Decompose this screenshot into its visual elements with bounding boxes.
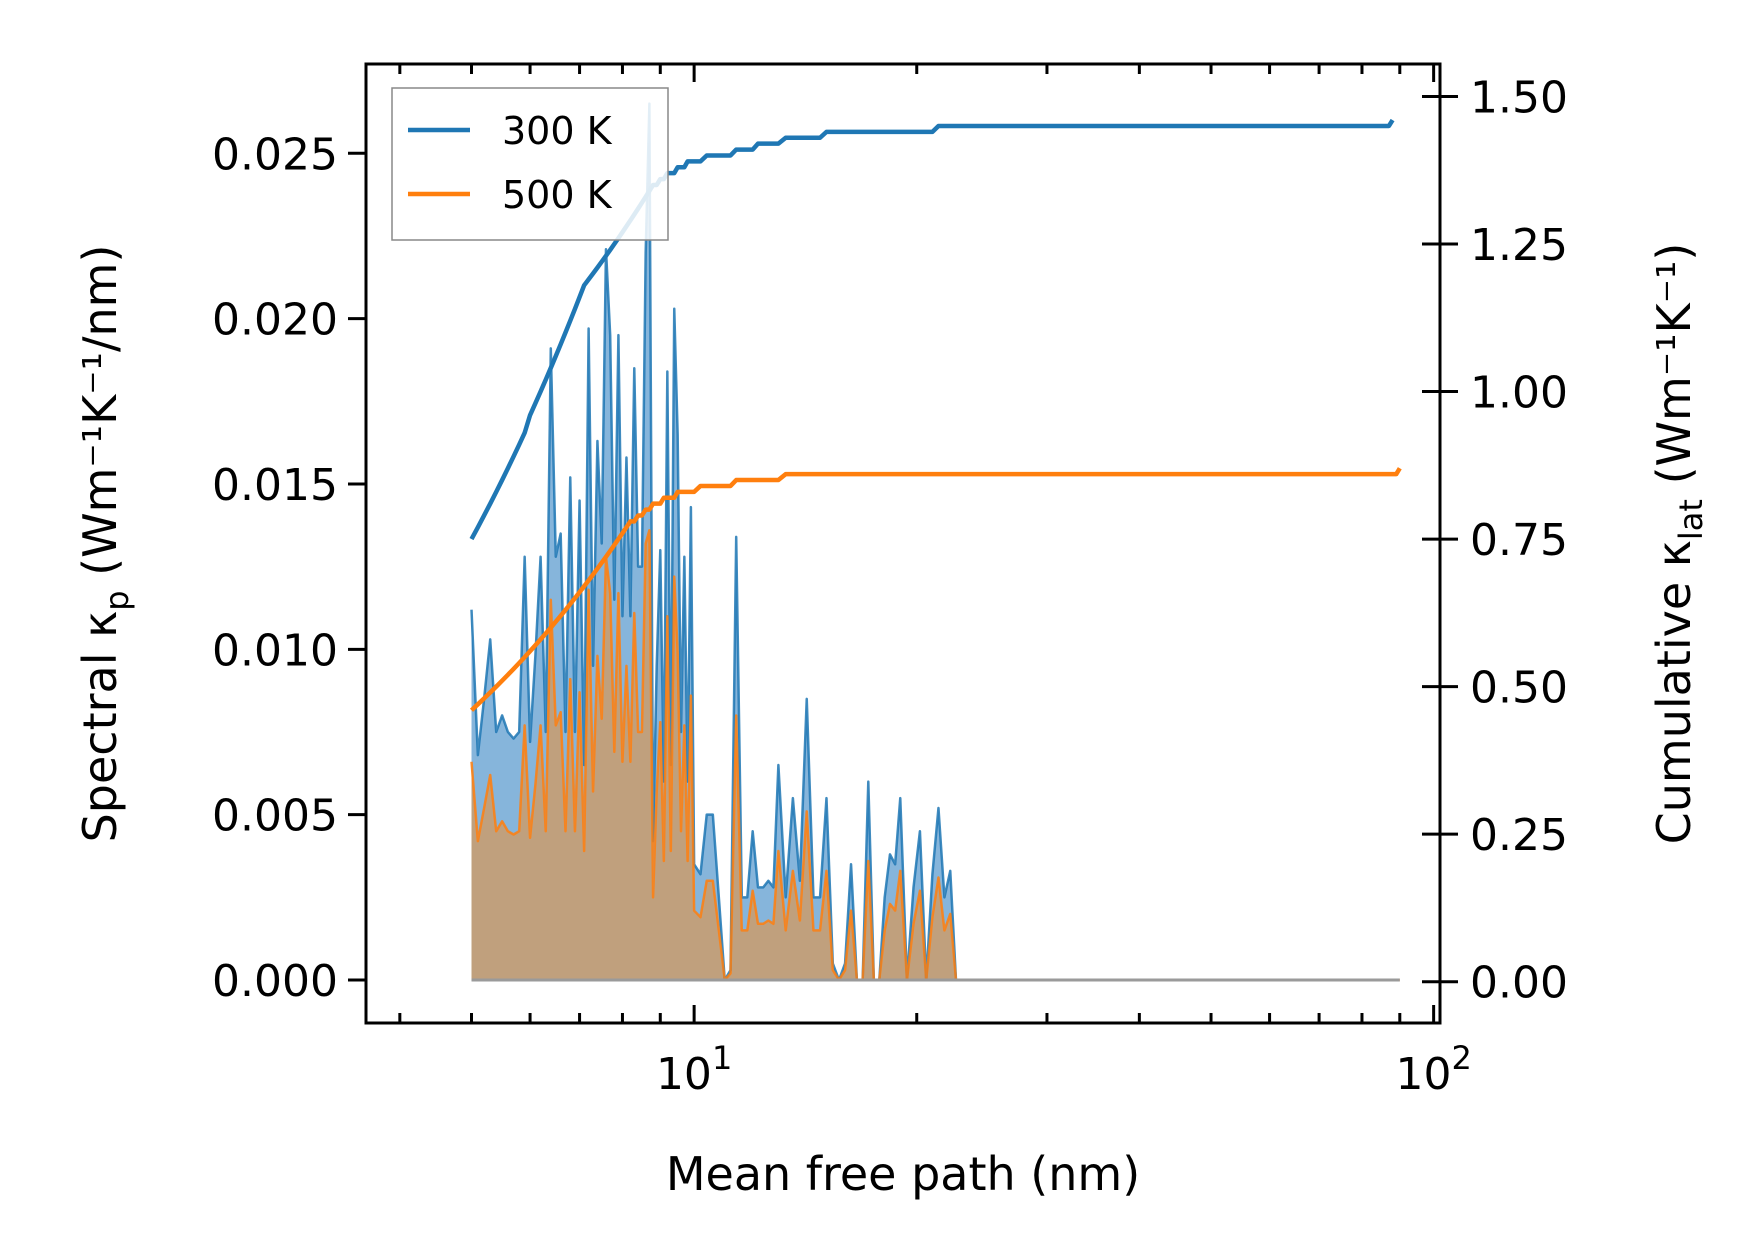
y-left-tick-label: 0.010 [212, 625, 338, 676]
axis-labels: Mean free path (nm) Spectral κp (Wm⁻¹K⁻¹… [73, 243, 1710, 1201]
spectral-area-500k [471, 530, 1400, 981]
y-right-tick-label: 1.00 [1470, 368, 1568, 419]
cumulative-line-300k [469, 118, 1395, 541]
x-axis-label: Mean free path (nm) [666, 1147, 1140, 1201]
y-left-tick-label: 0.000 [212, 956, 338, 1007]
legend: 300 K 500 K [391, 87, 669, 241]
y-left-tick-label: 0.025 [212, 129, 338, 180]
y-left-tick-label: 0.005 [212, 791, 338, 842]
axes: 101 1020.0000.0050.0100.0150.0200.0250.00… [212, 62, 1568, 1100]
legend-label: 500 K [502, 173, 613, 217]
y-right-tick-label: 1.25 [1470, 220, 1568, 271]
legend-box [391, 87, 669, 241]
y-left-label-main: Spectral κ [73, 611, 127, 843]
plot-frame [364, 62, 1442, 1025]
x-tick-label: 101 [656, 1039, 732, 1100]
x-tick-label: 102 [1395, 1039, 1471, 1100]
y-axis-right-label: Cumulative κlat (Wm⁻¹K⁻¹) [1647, 243, 1710, 845]
y-right-tick-label: 0.75 [1470, 515, 1568, 566]
y-right-label-main: Cumulative κ [1647, 540, 1701, 844]
y-left-label-sub: p [98, 590, 136, 610]
y-right-label-sub: lat [1672, 499, 1710, 540]
y-right-label-unit: (Wm⁻¹K⁻¹) [1647, 243, 1701, 499]
y-right-tick-label: 1.50 [1470, 72, 1568, 123]
x-tick-exponent: 2 [1451, 1039, 1471, 1077]
y-axis-left-label: Spectral κp (Wm⁻¹K⁻¹/nm) [73, 245, 136, 843]
x-tick-base: 10 [1395, 1049, 1451, 1100]
legend-label: 300 K [502, 109, 613, 153]
y-right-tick-label: 0.00 [1470, 958, 1568, 1009]
x-tick-base: 10 [656, 1049, 712, 1100]
y-right-tick-label: 0.25 [1470, 810, 1568, 861]
y-left-label-unit: (Wm⁻¹K⁻¹/nm) [73, 245, 127, 591]
cumulative-line-500k [469, 467, 1402, 712]
x-tick-exponent: 1 [712, 1039, 732, 1077]
y-right-tick-label: 0.50 [1470, 663, 1568, 714]
plot-area [469, 102, 1402, 982]
y-left-tick-label: 0.020 [212, 295, 338, 346]
y-left-tick-label: 0.015 [212, 460, 338, 511]
